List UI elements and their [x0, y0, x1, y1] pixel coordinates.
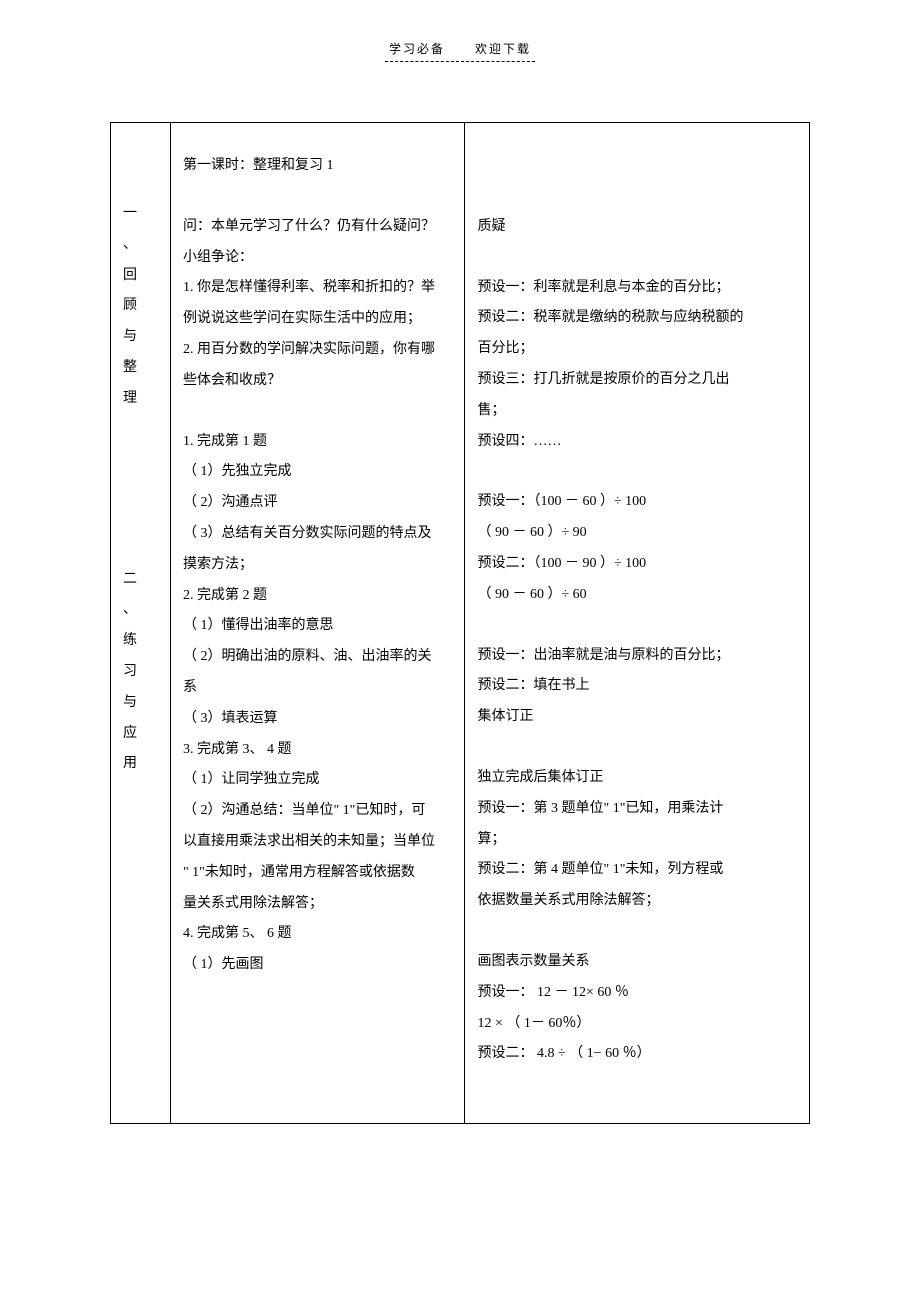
- middle-text: （ 2）沟通总结：当单位" 1"已知时，可: [183, 796, 453, 827]
- right-text: 质疑: [477, 212, 797, 243]
- right-text: 预设一：（100 － 60 ）÷ 100: [477, 487, 797, 518]
- section1-label-3: 整 理: [123, 353, 158, 415]
- middle-text: 例说说这些学问在实际生活中的应用；: [183, 304, 453, 335]
- header-right: 欢迎下载: [475, 42, 531, 56]
- middle-text: （ 1）让同学独立完成: [183, 765, 453, 796]
- middle-text: 些体会和收成？: [183, 366, 453, 397]
- right-text: 画图表示数量关系: [477, 947, 797, 978]
- middle-text: 2. 完成第 2 题: [183, 581, 453, 612]
- col-label-cell: 一 、 回 顾 与 整 理 二 、 练 习 与 应 用: [111, 123, 171, 1124]
- section2-label-3: 用: [123, 749, 158, 780]
- middle-text: 1. 你是怎样懂得利率、税率和折扣的？举: [183, 273, 453, 304]
- middle-text: 系: [183, 673, 453, 704]
- right-text: 预设一：出油率就是油与原料的百分比；: [477, 641, 797, 672]
- right-text: 预设一：第 3 题单位" 1"已知，用乘法计: [477, 794, 797, 825]
- middle-text: （ 2）沟通点评: [183, 488, 453, 519]
- middle-text: 问：本单元学习了什么？仍有什么疑问？: [183, 212, 453, 243]
- right-text: 售；: [477, 396, 797, 427]
- section1-label-1: 一 、: [123, 199, 158, 261]
- right-text: 预设三：打几折就是按原价的百分之几出: [477, 365, 797, 396]
- section2-label-1: 二 、 练: [123, 565, 158, 657]
- right-text: （ 90 － 60 ）÷ 90: [477, 518, 797, 549]
- lesson-title: 第一课时：整理和复习 1: [183, 151, 453, 182]
- middle-text: （ 2）明确出油的原料、油、出油率的关: [183, 642, 453, 673]
- middle-text: 量关系式用除法解答；: [183, 889, 453, 920]
- page-header: 学习必备 欢迎下载: [0, 0, 920, 61]
- right-text: 独立完成后集体订正: [477, 763, 797, 794]
- section1-label-2: 回 顾 与: [123, 261, 158, 353]
- middle-text: （ 3）总结有关百分数实际问题的特点及: [183, 519, 453, 550]
- right-text: 算；: [477, 825, 797, 856]
- col-middle-cell: 第一课时：整理和复习 1 问：本单元学习了什么？仍有什么疑问？ 小组争论： 1.…: [170, 123, 465, 1124]
- right-text: 预设二： 4.8 ÷ （ 1− 60 ％）: [477, 1039, 797, 1070]
- right-text: 集体订正: [477, 702, 797, 733]
- right-text: 依据数量关系式用除法解答；: [477, 886, 797, 917]
- right-text: 12 × （ 1－ 60％）: [477, 1009, 797, 1040]
- right-text: 预设二：第 4 题单位" 1"未知，列方程或: [477, 855, 797, 886]
- middle-text: （ 1）先独立完成: [183, 457, 453, 488]
- middle-text: 2. 用百分数的学问解决实际问题，你有哪: [183, 335, 453, 366]
- right-text: 百分比；: [477, 334, 797, 365]
- middle-text: 3. 完成第 3、 4 题: [183, 735, 453, 766]
- middle-text: 4. 完成第 5、 6 题: [183, 919, 453, 950]
- middle-text: （ 1）先画图: [183, 950, 453, 981]
- header-left: 学习必备: [389, 42, 445, 56]
- right-text: 预设四：……: [477, 427, 797, 458]
- lesson-table: 一 、 回 顾 与 整 理 二 、 练 习 与 应 用 第一课时：整理和复习 1…: [110, 122, 810, 1124]
- right-text: 预设一：利率就是利息与本金的百分比；: [477, 273, 797, 304]
- middle-text: 1. 完成第 1 题: [183, 427, 453, 458]
- middle-text: 摸索方法；: [183, 550, 453, 581]
- middle-text: （ 1）懂得出油率的意思: [183, 611, 453, 642]
- right-text: 预设二：税率就是缴纳的税款与应纳税额的: [477, 303, 797, 334]
- right-text: （ 90 － 60 ）÷ 60: [477, 580, 797, 611]
- section2-label-2: 习 与 应: [123, 657, 158, 749]
- col-right-cell: . 质疑 预设一：利率就是利息与本金的百分比； 预设二：税率就是缴纳的税款与应纳…: [465, 123, 810, 1124]
- right-text: 预设二：（100 － 90 ）÷ 100: [477, 549, 797, 580]
- header-underline: [385, 61, 535, 62]
- middle-text: （ 3）填表运算: [183, 704, 453, 735]
- middle-text: 以直接用乘法求出相关的未知量；当单位: [183, 827, 453, 858]
- right-text: 预设二：填在书上: [477, 671, 797, 702]
- middle-text: 小组争论：: [183, 243, 453, 274]
- middle-text: " 1"未知时，通常用方程解答或依据数: [183, 858, 453, 889]
- right-text: 预设一： 12 － 12× 60 ％: [477, 978, 797, 1009]
